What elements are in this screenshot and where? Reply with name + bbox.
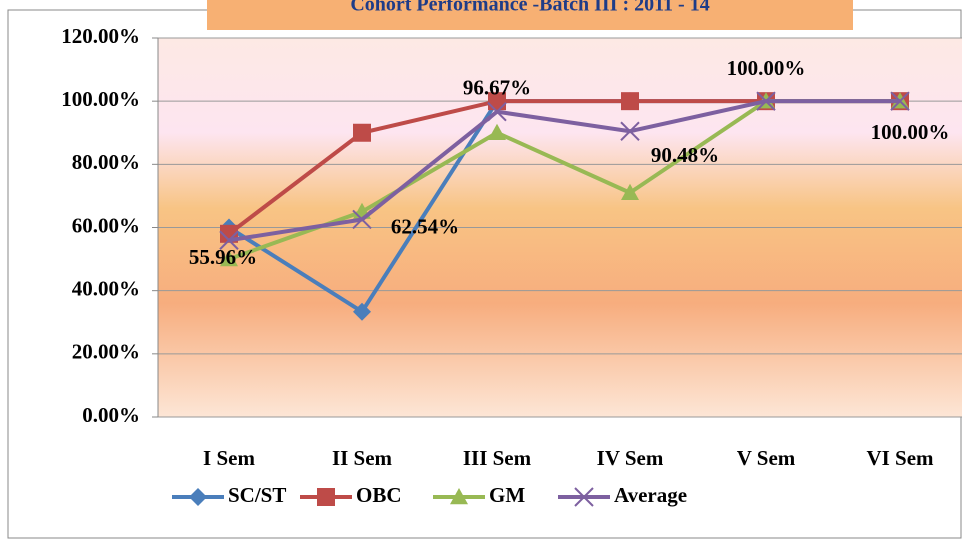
marker — [488, 123, 506, 140]
legend-marker — [574, 487, 594, 507]
marker — [756, 91, 776, 111]
y-tick-label: 80.00% — [72, 150, 140, 174]
legend-label: OBC — [356, 483, 402, 507]
x-tick-label: V Sem — [737, 446, 796, 470]
marker — [353, 123, 371, 142]
data-label: 96.67% — [463, 75, 531, 99]
marker — [219, 230, 239, 250]
y-tick-label: 100.00% — [61, 87, 140, 111]
y-tick-label: 40.00% — [72, 276, 140, 300]
x-tick-label: IV Sem — [597, 446, 664, 470]
legend-label: SC/ST — [228, 483, 286, 507]
data-label: 100.00% — [871, 120, 950, 144]
marker — [487, 101, 507, 122]
marker — [488, 92, 506, 111]
chart-title: Cohort Performance -Batch III : 2011 - 1… — [350, 0, 709, 16]
x-tick-label: VI Sem — [866, 446, 934, 470]
marker — [621, 92, 639, 111]
marker — [352, 209, 372, 230]
y-tick-label: 0.00% — [82, 403, 140, 427]
marker — [890, 91, 910, 111]
title-box — [207, 0, 853, 30]
legend-marker — [450, 488, 468, 505]
y-tick-label: 120.00% — [61, 24, 140, 48]
x-tick-label: I Sem — [203, 446, 255, 470]
x-tick-label: III Sem — [463, 446, 532, 470]
legend-label: Average — [614, 483, 687, 507]
marker — [220, 250, 238, 267]
legend-label: GM — [489, 483, 525, 507]
data-label: 62.54% — [391, 214, 459, 238]
marker — [621, 183, 639, 200]
marker — [353, 302, 371, 321]
series-line — [228, 99, 900, 243]
marker — [620, 121, 640, 141]
legend-marker — [317, 488, 335, 506]
y-tick-label: 60.00% — [72, 213, 140, 237]
data-label: 90.48% — [651, 143, 719, 167]
x-tick-label: II Sem — [332, 446, 393, 470]
legend-marker — [189, 488, 207, 506]
data-label: 100.00% — [727, 56, 806, 80]
y-tick-label: 20.00% — [72, 340, 140, 364]
data-label: 55.96% — [189, 245, 257, 269]
